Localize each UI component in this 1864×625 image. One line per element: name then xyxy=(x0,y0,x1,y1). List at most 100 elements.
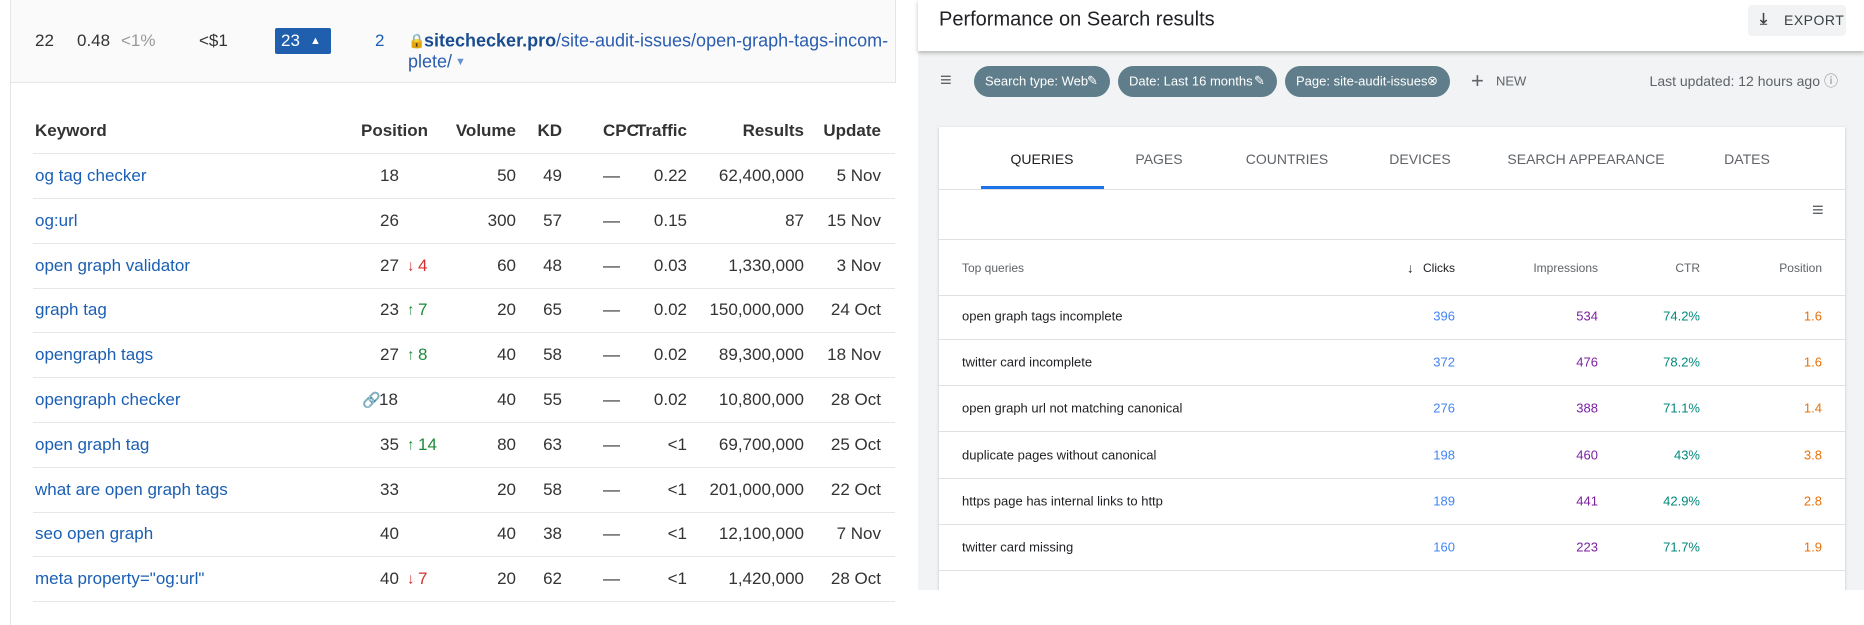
tab[interactable]: DATES xyxy=(1724,151,1770,167)
export[interactable]: EXPORT xyxy=(1784,12,1845,28)
tab[interactable]: DEVICES xyxy=(1389,151,1451,167)
divider xyxy=(939,189,1845,190)
update: 24 Oct xyxy=(830,300,881,320)
row-line xyxy=(33,332,895,334)
position: 35 xyxy=(380,434,399,454)
divider xyxy=(939,570,1845,571)
traffic: 0.02 xyxy=(653,345,687,365)
metric: 189 xyxy=(1433,493,1455,509)
position: 40 xyxy=(380,569,399,589)
chip-icon: ✎ xyxy=(1087,73,1098,88)
row-line xyxy=(33,377,895,379)
cpc: — xyxy=(603,569,620,589)
column-header[interactable]: Impressions xyxy=(1533,261,1598,275)
volume: 40 xyxy=(497,345,516,365)
keyword-link[interactable]: meta property="og:url" xyxy=(35,569,205,589)
column-header: Position xyxy=(361,121,429,140)
title: Performance on Search results xyxy=(939,8,1215,31)
query[interactable]: https page has internal links to http xyxy=(962,493,1163,509)
query[interactable]: open graph tags incomplete xyxy=(962,308,1123,324)
position: 27 xyxy=(380,255,399,275)
column-header[interactable]: Clicks xyxy=(1423,261,1455,275)
column-header: Keyword xyxy=(35,121,107,140)
keyword-link[interactable]: og tag checker xyxy=(35,166,147,185)
search-console-panel: Performance on Search results ⤓ EXPORT ≡ Sea… xyxy=(918,0,1864,625)
column-header[interactable]: Position xyxy=(1779,261,1822,275)
query[interactable]: twitter card missing xyxy=(962,539,1074,555)
tab[interactable]: SEARCH APPEARANCE xyxy=(1507,151,1665,167)
position-change: 7 xyxy=(418,300,428,320)
metric: 74.2% xyxy=(1663,308,1700,324)
metric: 160 xyxy=(1433,539,1455,555)
chip-label[interactable]: Date: Last 16 months xyxy=(1129,73,1253,89)
metric: 388 xyxy=(1576,400,1598,416)
query[interactable]: duplicate pages without canonical xyxy=(962,447,1157,463)
query[interactable]: open graph url not matching canonical xyxy=(962,400,1183,416)
url-path[interactable]: plete/ xyxy=(408,51,453,72)
tab[interactable]: COUNTRIES xyxy=(1245,151,1329,167)
metric: 43% xyxy=(1673,447,1700,463)
volume: 40 xyxy=(497,524,516,544)
cpc: — xyxy=(603,345,620,365)
column-header: Update xyxy=(823,121,881,140)
keyword-link[interactable]: opengraph checker xyxy=(35,390,181,409)
kd: 62 xyxy=(543,569,562,589)
divider xyxy=(939,295,1845,296)
results: 69,700,000 xyxy=(718,434,804,454)
results: 10,800,000 xyxy=(718,390,804,409)
traffic: 0.15 xyxy=(653,210,687,230)
cpc: — xyxy=(603,210,620,230)
divider xyxy=(939,431,1845,433)
url-path[interactable]: /site-audit-issues/open-graph-tags-incom… xyxy=(556,30,889,51)
url-domain[interactable]: sitechecker.pro xyxy=(424,30,557,51)
new-filter[interactable]: NEW xyxy=(1496,73,1527,89)
metric: 534 xyxy=(1576,308,1598,324)
chip-label[interactable]: Page: site-audit-issues xyxy=(1296,73,1428,89)
metric: 198 xyxy=(1433,447,1455,463)
chip-icon: ⊗ xyxy=(1427,73,1438,88)
keyword-link[interactable]: what are open graph tags xyxy=(35,479,228,499)
column-header: Volume xyxy=(455,121,516,140)
metric: 276 xyxy=(1433,400,1455,416)
plus-icon: + xyxy=(1471,68,1484,93)
kd: 63 xyxy=(543,434,562,454)
sort-arrow: ↓ xyxy=(1407,260,1414,276)
bottom-mask xyxy=(918,590,1864,625)
column-header: Top queries xyxy=(962,261,1025,275)
summary-value: 2 xyxy=(375,31,385,50)
position: 23 xyxy=(380,300,399,320)
filter-chip xyxy=(974,66,1110,97)
tab[interactable]: PAGES xyxy=(1135,151,1183,167)
dropdown: ▼ xyxy=(455,56,466,68)
cpc: — xyxy=(603,300,620,320)
cpc: — xyxy=(603,434,620,454)
keyword-link[interactable]: opengraph tags xyxy=(35,345,154,365)
metric: 476 xyxy=(1576,354,1598,370)
metric: 223 xyxy=(1576,539,1598,555)
row-line xyxy=(33,198,895,199)
keyword-link[interactable]: open graph validator xyxy=(35,255,191,275)
update: 22 Oct xyxy=(830,479,881,499)
trend-arrow: ↑ xyxy=(407,436,415,454)
header-bar xyxy=(918,0,1864,51)
keyword-panel: 22 0.48 <1% <$1 23 ▲ 2 🔒 sitechecker.pro/site-au… xyxy=(0,0,896,625)
position: 27 xyxy=(380,345,399,365)
table-filter-icon: ≡ xyxy=(1812,199,1824,222)
volume: 20 xyxy=(497,300,516,320)
results: 150,000,000 xyxy=(709,300,804,320)
traffic: <1 xyxy=(667,569,687,589)
volume: 80 xyxy=(497,434,516,454)
keyword-link[interactable]: seo open graph xyxy=(35,524,154,544)
keyword-link[interactable]: open graph tag xyxy=(35,434,150,454)
query[interactable]: twitter card incomplete xyxy=(962,354,1093,370)
volume: 300 xyxy=(487,210,516,230)
chip-label[interactable]: Search type: Web xyxy=(985,73,1089,89)
keyword-link[interactable]: graph tag xyxy=(35,300,107,320)
summary-value: 22 xyxy=(35,31,54,50)
position-change: 8 xyxy=(418,345,428,365)
trend-arrow: ↓ xyxy=(407,570,415,588)
keyword-link[interactable]: og:url xyxy=(35,210,78,230)
download-icon: ⤓ xyxy=(1760,11,1768,28)
column-header[interactable]: CTR xyxy=(1675,261,1700,275)
tab[interactable]: QUERIES xyxy=(1010,151,1074,167)
